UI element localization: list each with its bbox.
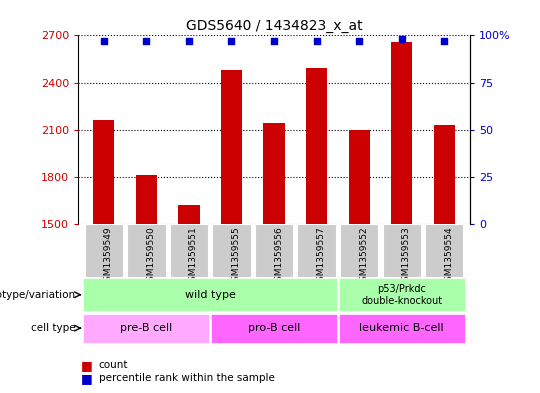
Text: GSM1359552: GSM1359552: [359, 227, 368, 287]
Text: wild type: wild type: [185, 290, 235, 300]
Text: GSM1359553: GSM1359553: [402, 227, 411, 287]
Bar: [83, 314, 210, 343]
Text: GSM1359556: GSM1359556: [274, 227, 283, 287]
Title: GDS5640 / 1434823_x_at: GDS5640 / 1434823_x_at: [186, 19, 362, 33]
Point: [270, 38, 279, 44]
Bar: [339, 279, 465, 311]
Bar: [339, 314, 465, 343]
Point: [397, 36, 406, 42]
Point: [355, 38, 363, 44]
Text: leukemic B-cell: leukemic B-cell: [360, 323, 444, 333]
Point: [99, 38, 108, 44]
Text: pro-B cell: pro-B cell: [248, 323, 300, 333]
Bar: [136, 175, 157, 224]
Bar: [212, 224, 251, 277]
Text: ■: ■: [81, 359, 93, 372]
Text: p53/Prkdc
double-knockout: p53/Prkdc double-knockout: [361, 284, 442, 306]
Bar: [434, 125, 455, 224]
Bar: [221, 70, 242, 224]
Bar: [306, 68, 327, 224]
Text: percentile rank within the sample: percentile rank within the sample: [99, 373, 275, 384]
Bar: [255, 224, 293, 277]
Point: [227, 38, 236, 44]
Text: pre-B cell: pre-B cell: [120, 323, 172, 333]
Text: count: count: [99, 360, 129, 371]
Point: [312, 38, 321, 44]
Bar: [391, 42, 413, 224]
Bar: [83, 279, 337, 311]
Bar: [298, 224, 336, 277]
Text: GSM1359549: GSM1359549: [104, 227, 113, 287]
Bar: [211, 314, 337, 343]
Bar: [178, 205, 200, 224]
Bar: [127, 224, 166, 277]
Bar: [425, 224, 463, 277]
Bar: [348, 130, 370, 224]
Text: GSM1359550: GSM1359550: [146, 227, 156, 287]
Text: ■: ■: [81, 372, 93, 385]
Bar: [340, 224, 379, 277]
Text: genotype/variation: genotype/variation: [0, 290, 76, 300]
Bar: [85, 224, 123, 277]
Text: GSM1359551: GSM1359551: [189, 227, 198, 287]
Bar: [382, 224, 421, 277]
Text: GSM1359555: GSM1359555: [232, 227, 240, 287]
Bar: [264, 123, 285, 224]
Bar: [93, 120, 114, 224]
Text: cell type: cell type: [31, 323, 76, 333]
Text: GSM1359557: GSM1359557: [316, 227, 326, 287]
Point: [440, 38, 449, 44]
Bar: [170, 224, 208, 277]
Point: [142, 38, 151, 44]
Text: GSM1359554: GSM1359554: [444, 227, 453, 287]
Point: [185, 38, 193, 44]
